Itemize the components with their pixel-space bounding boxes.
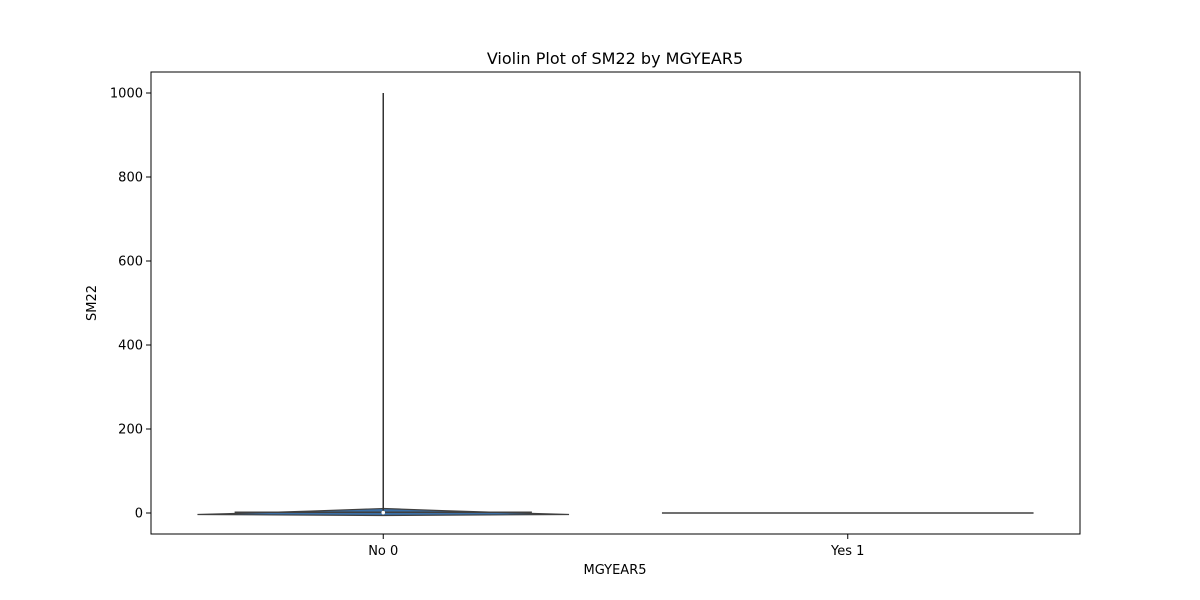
violin-1 (197, 93, 570, 517)
y-axis-title: SM22 (85, 285, 100, 321)
x-tick-label: No 0 (368, 544, 398, 559)
y-axis: 0 200 400 600 800 1000 (110, 87, 151, 522)
y-tick-label: 600 (118, 255, 143, 270)
y-tick-label: 0 (135, 507, 143, 522)
y-tick-label: 1000 (110, 87, 143, 102)
y-tick-label: 800 (118, 171, 143, 186)
x-axis: No 0 Yes 1 (368, 534, 864, 559)
x-tick-label: Yes 1 (830, 544, 864, 559)
y-tick-label: 400 (118, 339, 143, 354)
y-tick-label: 200 (118, 423, 143, 438)
chart-title: Violin Plot of SM22 by MGYEAR5 (487, 49, 743, 68)
violins-layer (197, 93, 1034, 517)
violin-median (381, 510, 386, 515)
plot-frame (150, 71, 1081, 535)
x-axis-title: MGYEAR5 (584, 563, 647, 578)
